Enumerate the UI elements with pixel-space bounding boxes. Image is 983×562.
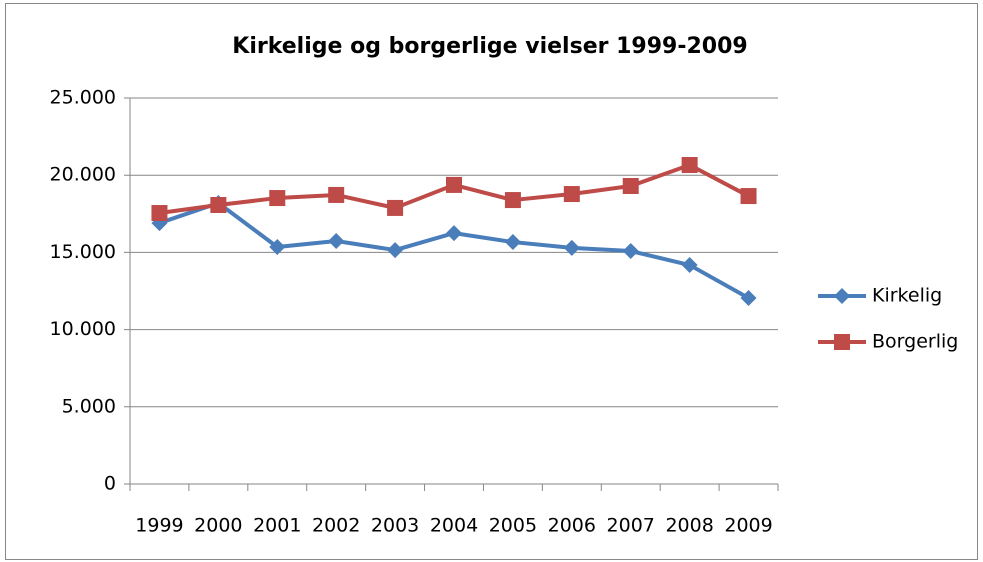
legend-marker <box>834 288 850 304</box>
series-marker <box>446 225 462 242</box>
series-marker <box>681 257 698 274</box>
series-marker <box>269 238 286 255</box>
x-tick-label: 2008 <box>665 515 713 537</box>
y-tick-label: 10.000 <box>50 318 116 340</box>
series-marker <box>622 243 639 260</box>
chart-frame <box>5 3 978 560</box>
x-tick-label: 2007 <box>607 515 655 537</box>
series-marker <box>563 186 580 203</box>
series-marker <box>269 190 286 207</box>
y-tick-label: 0 <box>104 473 116 495</box>
series-marker <box>387 199 404 216</box>
series-marker <box>151 205 168 222</box>
series-marker <box>387 242 404 259</box>
y-tick-label: 15.000 <box>50 241 116 263</box>
legend-marker <box>834 334 850 350</box>
series-marker <box>740 289 757 306</box>
series-marker <box>210 196 227 213</box>
series-marker <box>446 176 462 193</box>
series-marker <box>328 232 345 249</box>
x-tick-label: 2006 <box>548 515 596 537</box>
x-tick-label: 2001 <box>253 515 301 537</box>
series-marker <box>504 192 521 209</box>
x-tick-label: 2009 <box>724 515 772 537</box>
x-tick-label: 2005 <box>489 515 537 537</box>
y-tick-label: 20.000 <box>50 164 116 186</box>
y-tick-label: 25.000 <box>50 87 116 109</box>
x-tick-label: 1999 <box>135 515 183 537</box>
series-marker <box>622 178 639 195</box>
x-tick-label: 2002 <box>312 515 360 537</box>
x-tick-label: 2003 <box>371 515 419 537</box>
chart-title: Kirkelige og borgerlige vielser 1999-200… <box>232 34 747 59</box>
y-tick-label: 5.000 <box>62 395 116 417</box>
series-marker <box>740 188 757 205</box>
series-marker <box>328 186 345 203</box>
series-marker <box>681 157 698 174</box>
series-marker <box>504 234 521 251</box>
series-marker <box>563 239 580 256</box>
x-tick-label: 2000 <box>194 515 242 537</box>
x-tick-label: 2004 <box>430 515 478 537</box>
legend-label: Kirkelig <box>872 285 942 307</box>
legend-label: Borgerlig <box>872 331 958 353</box>
